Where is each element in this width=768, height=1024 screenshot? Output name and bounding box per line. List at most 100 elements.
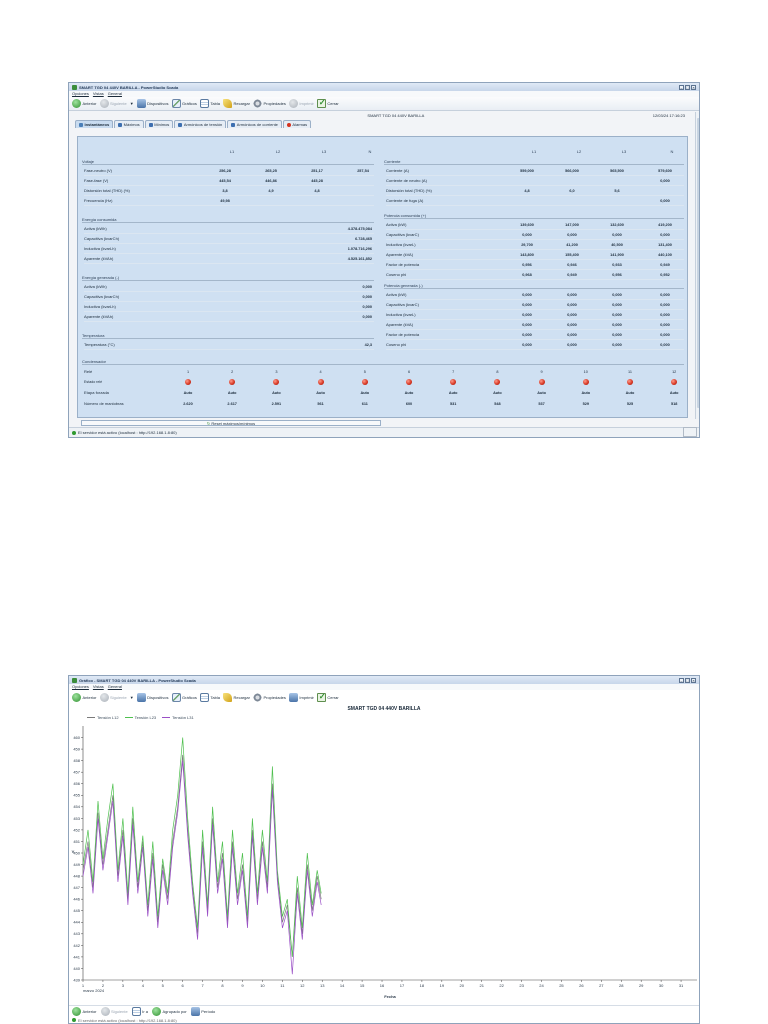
row-value: 41,200 [566,243,578,247]
x-tick-label: 22 [499,983,504,988]
x-tick-label: 18 [420,983,425,988]
chart-back-label: Anterior [82,1009,97,1014]
relay-stage: Auto [493,391,502,395]
row-value: 0,000 [612,293,622,297]
title-bar: Gráfico - SMART TGD 04 440V BARILLA - Po… [69,676,699,684]
x-tick-label: 21 [479,983,484,988]
devices-button[interactable]: Dispositivos [136,692,169,702]
minimize-icon[interactable]: – [679,677,684,683]
reset-maxmin-button[interactable]: ↻ Reset máximos/mínimos [81,420,381,426]
close-view-button[interactable]: Cerrar [316,692,339,702]
charts-button[interactable]: Gráficos [171,99,197,108]
x-tick-label: 4 [142,983,145,988]
y-tick-label: 452 [73,827,80,832]
menu-opciones[interactable]: Opciones [72,91,89,96]
properties-label: Propiedades [263,694,286,700]
forward-button[interactable]: Siguiente [99,692,127,702]
tab-armonicos-tension[interactable]: Armónicos de tensión [174,120,227,128]
chart-forward-button[interactable]: Siguiente [100,1007,128,1016]
menu-vistas[interactable]: Vistas [92,91,104,96]
tab-maximos[interactable]: Máximos [114,120,144,128]
arrow-up-icon [148,122,153,127]
y-tick-label: 443 [73,931,80,936]
tab-armonicos-corriente[interactable]: Armónicos de corriente [227,120,282,128]
reset-icon: ↻ [206,421,212,426]
app-icon [72,677,77,683]
period-button[interactable]: Período [190,1007,215,1016]
x-tick-label: 23 [519,983,524,988]
devices-button[interactable]: Dispositivos [136,99,169,108]
relay-number: 12 [672,370,677,374]
back-button[interactable]: Anterior [72,692,97,702]
vertical-scrollbar[interactable] [695,112,699,419]
table-label: Tabla [210,694,220,700]
group-by-button[interactable]: Agrupado por [151,1007,187,1016]
row-value: 131,400 [658,243,672,247]
tab-alarmas[interactable]: Alarmas [282,120,312,128]
row-value: 0,956 [612,273,622,277]
chart-forward-label: Siguiente [111,1009,128,1014]
status-text: El servidor está activo (localhost : htt… [78,430,177,435]
row-value: 147,000 [565,223,579,227]
history-dropdown-icon[interactable]: ▼ [129,694,134,700]
close-icon[interactable]: × [691,84,696,90]
row-value: 40,500 [611,243,623,247]
y-tick-label: 451 [73,839,80,844]
forward-button[interactable]: Siguiente [99,99,127,108]
minimize-icon[interactable]: – [679,84,684,90]
y-tick-label: 458 [73,758,80,763]
legend-label: Tensión L12 [97,715,119,720]
properties-button[interactable]: Propiedades [252,99,286,108]
menu-opciones[interactable]: Opciones [72,684,89,689]
menu-general[interactable]: General [107,91,122,96]
maximize-icon[interactable]: □ [685,84,690,90]
row-value: 265,25 [265,169,277,173]
row-value [348,196,378,206]
properties-button[interactable]: Propiedades [252,692,286,702]
menu-vistas[interactable]: Vistas [92,684,104,689]
x-tick-label: 31 [679,983,684,988]
maximize-icon[interactable]: □ [685,677,690,683]
reload-button[interactable]: Recargar [222,692,250,702]
row-value: 0,949 [660,263,670,267]
legend-swatch [162,717,171,718]
status-bar: El servidor está activo (localhost : htt… [69,427,699,437]
tab-instantaneos[interactable]: Instantáneos [75,120,114,128]
row-label: Inductiva (kvarL) [386,240,684,250]
section-title: Condensador [82,359,684,365]
voltage-chart[interactable]: 4394404414424434444454464474484494504514… [69,720,700,1020]
row-value: 0,000 [567,313,577,317]
reload-button[interactable]: Recargar [222,99,250,108]
menu-general[interactable]: General [107,684,122,689]
close-view-button[interactable]: Cerrar [316,98,339,108]
print-button[interactable]: Imprimir [288,692,314,702]
relay-stage: Auto [316,391,325,395]
column-header: L3 [621,149,627,154]
row-value: 0,000 [660,303,670,307]
relay-switch-count: 529 [582,402,589,406]
column-header: L1 [229,149,235,154]
print-button[interactable]: Imprimir [288,99,314,108]
scroll-thumb[interactable] [696,118,699,408]
row-value: 49,98 [220,199,230,203]
row-label: Corriente de fuga (A) [386,196,684,206]
row-label: Factor de potencia [386,260,684,270]
close-icon[interactable]: × [691,677,696,683]
chart-back-button[interactable]: Anterior [72,1007,97,1016]
devices-icon [136,99,146,108]
back-button[interactable]: Anterior [72,99,97,108]
goto-button[interactable]: Ir a [131,1007,148,1016]
relay-number: 2 [231,370,234,374]
calendar-icon [131,1007,141,1016]
tab-minimos[interactable]: Mínimos [144,120,174,128]
legend-item: Tensión L31 [162,715,194,720]
table-button[interactable]: Tabla [199,692,220,702]
x-tick-label: 8 [221,983,224,988]
relay-switch-count: 531 [450,402,457,406]
history-dropdown-icon[interactable]: ▼ [129,101,134,106]
reload-label: Recargar [233,694,250,700]
y-tick-label: 460 [73,735,80,740]
charts-button[interactable]: Gráficos [171,692,197,702]
row-value: 445,54 [219,179,231,183]
table-button[interactable]: Tabla [199,99,220,108]
